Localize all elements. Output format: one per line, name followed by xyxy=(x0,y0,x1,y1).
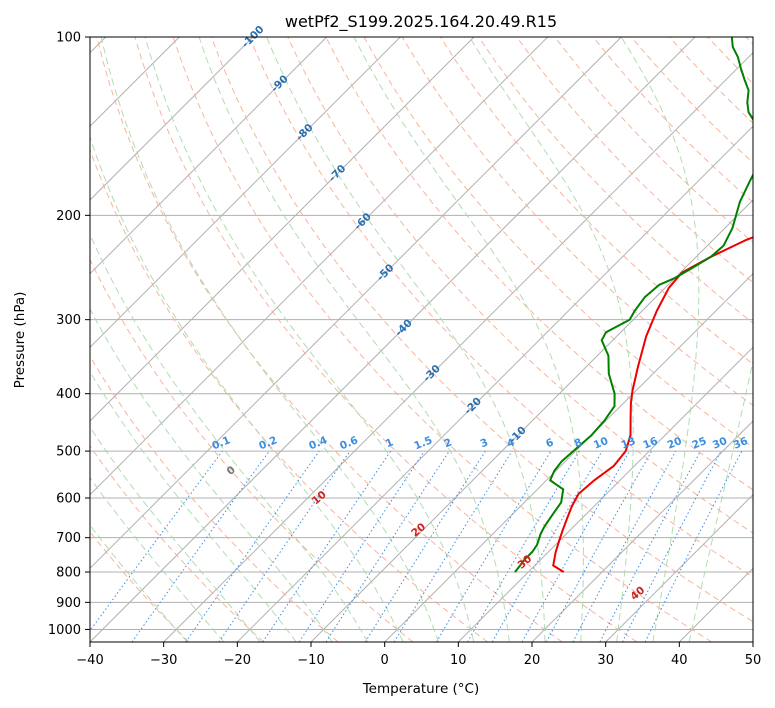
moist-adiabat-line xyxy=(90,232,369,642)
dry-adiabat-line xyxy=(287,37,753,534)
isotherm-line xyxy=(90,37,475,422)
y-tick-label: 100 xyxy=(56,31,81,46)
mixing-ratio-line xyxy=(90,450,223,632)
mixing-ratio-line xyxy=(325,450,450,642)
isotherm-line xyxy=(90,37,549,496)
y-tick-label: 500 xyxy=(56,445,81,460)
mixing-ratio-label: 8 xyxy=(573,436,584,450)
x-tick-label: −20 xyxy=(224,653,251,668)
moist-adiabat-line xyxy=(90,426,261,642)
isotherm-line xyxy=(310,199,753,642)
isotherm-line xyxy=(605,493,753,642)
moist-adiabat-line xyxy=(266,37,546,642)
isotherm-line xyxy=(531,420,753,642)
mixing-ratio-line xyxy=(521,450,630,642)
mixing-ratio-label: 1 xyxy=(384,436,395,450)
mixing-ratio-line xyxy=(185,450,320,642)
x-tick-label: −40 xyxy=(76,653,103,668)
mixing-ratio-label: 13 xyxy=(619,435,637,452)
isotherm-line xyxy=(236,125,753,642)
x-tick-label: −10 xyxy=(297,653,324,668)
x-tick-label: 0 xyxy=(381,653,389,668)
dry-adiabat-line xyxy=(96,37,563,642)
moist-adiabat-line xyxy=(144,37,475,642)
y-tick-label: 200 xyxy=(56,209,81,224)
dewpoint-profile-line xyxy=(514,37,753,573)
mixing-ratio-label: 16 xyxy=(641,435,659,452)
mixing-ratio-label: 20 xyxy=(666,435,684,452)
isotherm-line xyxy=(384,272,753,642)
isotherm-line xyxy=(163,51,753,642)
mixing-ratio-line xyxy=(572,450,677,642)
isotherm-line xyxy=(90,37,696,642)
x-tick-label: 30 xyxy=(597,653,614,668)
isotherm-line xyxy=(90,37,328,275)
mixing-ratio-line xyxy=(218,450,351,642)
isotherm-line xyxy=(90,37,622,570)
isotherm-line xyxy=(90,37,254,201)
mixing-ratio-line xyxy=(131,450,270,642)
y-tick-label: 300 xyxy=(56,313,81,328)
dry-adiabat-line xyxy=(134,37,638,642)
moist-adiabat-line xyxy=(90,524,188,642)
chart-title: wetPf2_S199.2025.164.20.49.R15 xyxy=(285,12,557,32)
mixing-ratio-label: 4 xyxy=(505,436,516,450)
mixing-ratio-line xyxy=(262,450,392,642)
moist-adiabat-line xyxy=(90,476,225,642)
mixing-ratio-label: 25 xyxy=(690,435,708,452)
plot-frame xyxy=(89,36,754,643)
moist-adiabat-line xyxy=(90,370,297,642)
x-tick-label: −30 xyxy=(150,653,177,668)
x-axis-label: Temperature (°C) xyxy=(362,681,480,697)
y-axis-label: Pressure (hPa) xyxy=(12,292,28,389)
y-tick-label: 600 xyxy=(56,492,81,507)
y-tick-label: 900 xyxy=(56,596,81,611)
mixing-ratio-label: 10 xyxy=(592,435,610,452)
y-tick-label: 1000 xyxy=(48,623,81,638)
moist-adiabat-line xyxy=(198,37,510,642)
mixing-ratio-label: 36 xyxy=(732,435,750,452)
temperature-profile-line xyxy=(552,236,753,573)
dry-adiabat-line xyxy=(325,37,753,491)
y-tick-label: 700 xyxy=(56,531,81,546)
x-tick-label: 50 xyxy=(745,653,762,668)
dry-adiabat-line xyxy=(90,445,264,642)
mixing-ratio-line xyxy=(545,450,653,642)
mixing-ratio-label: 6 xyxy=(544,436,555,450)
moist-adiabat-line xyxy=(90,135,404,642)
dry-adiabat-line xyxy=(90,258,414,642)
mixing-ratio-label: 3 xyxy=(479,436,490,450)
moist-adiabat-line xyxy=(688,358,753,642)
mixing-ratio-label: 2 xyxy=(442,436,453,450)
moist-adiabat-line xyxy=(620,37,700,642)
mixing-ratio-label: 30 xyxy=(711,435,729,452)
dry-adiabat-line xyxy=(249,37,753,578)
moist-adiabat-line xyxy=(353,37,584,642)
x-tick-label: 10 xyxy=(450,653,467,668)
y-tick-label: 400 xyxy=(56,387,81,402)
mixing-ratio-line xyxy=(644,450,743,642)
dry-adiabat-line xyxy=(172,37,712,642)
x-tick-label: 20 xyxy=(524,653,541,668)
mixing-ratio-line xyxy=(393,450,513,642)
x-tick-label: 40 xyxy=(671,653,688,668)
dry-adiabat-line xyxy=(516,37,753,284)
mixing-ratio-line xyxy=(298,450,425,642)
moist-adiabat-line xyxy=(100,37,439,642)
dry-adiabat-line xyxy=(90,355,339,642)
y-tick-label: 800 xyxy=(56,566,81,581)
